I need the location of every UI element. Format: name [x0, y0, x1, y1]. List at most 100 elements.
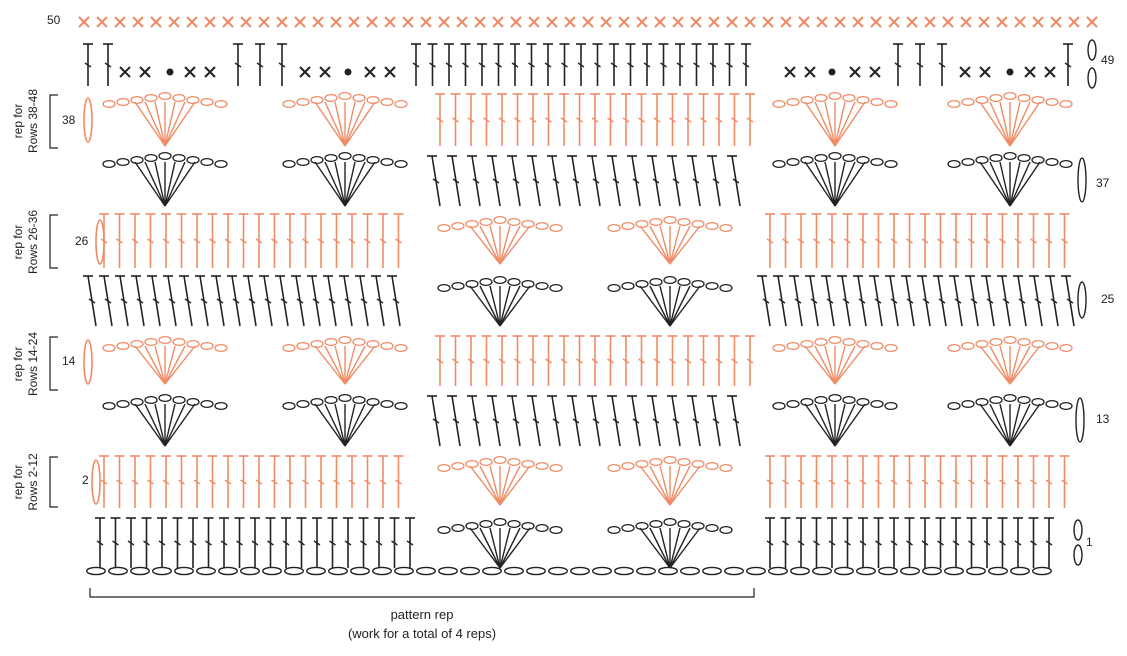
double-crochet-bar [560, 117, 568, 123]
row-number-49: 49 [1101, 53, 1115, 67]
single-crochet [564, 16, 576, 28]
double-crochet-bar [529, 358, 537, 364]
chain-stitch [380, 341, 394, 351]
double-crochet-bar [766, 238, 774, 244]
double-crochet-bar [552, 178, 560, 184]
chain-stitch [870, 97, 884, 107]
single-crochet [726, 16, 738, 28]
double-crochet-bar [921, 540, 929, 546]
shell-fan [164, 101, 186, 147]
double-crochet-bar [828, 238, 836, 244]
chain-stitch [130, 566, 150, 576]
double-crochet-bar [178, 479, 185, 485]
double-crochet-bar [251, 540, 259, 546]
double-crochet-bar [999, 540, 1006, 546]
chain-stitch [158, 151, 172, 161]
shell-fan [344, 101, 366, 147]
chain-stitch [144, 153, 158, 163]
single-crochet [96, 16, 108, 28]
shell-fan [804, 161, 836, 207]
shell-fan [164, 345, 196, 385]
chain-stitch [451, 461, 465, 471]
chain-stitch [649, 519, 663, 529]
double-crochet-bar [511, 62, 519, 68]
chain-stitch [663, 517, 677, 527]
shell-fan [669, 465, 701, 506]
slip-stitch [1006, 68, 1014, 76]
double-crochet-bar [271, 238, 278, 244]
shell-fan [804, 101, 836, 147]
shell-fan [1009, 403, 1041, 447]
chain-stitch [460, 566, 480, 576]
chain-stitch [691, 279, 705, 289]
double-crochet-bar [874, 298, 882, 304]
chain-stitch [200, 399, 214, 409]
double-crochet-bar [1061, 238, 1068, 244]
double-crochet-bar [1014, 238, 1022, 244]
single-crochet [402, 16, 414, 28]
chain-stitch [828, 393, 842, 403]
double-crochet-bar [120, 298, 128, 304]
double-crochet-bar [591, 358, 599, 364]
shell-fan [834, 101, 846, 147]
chain-stitch [1003, 393, 1017, 403]
chain-stitch [621, 221, 635, 231]
double-crochet-bar [731, 358, 738, 364]
double-crochet-bar [267, 540, 274, 546]
double-crochet-bar [952, 238, 960, 244]
single-crochet [708, 16, 720, 28]
shell-fan [164, 161, 196, 207]
double-crochet-bar [669, 117, 676, 123]
double-crochet-bar [271, 479, 278, 485]
single-crochet [804, 66, 816, 78]
chain-stitch [635, 219, 649, 229]
shell-fan [344, 161, 376, 207]
chain-stitch [636, 566, 656, 576]
double-crochet-bar [406, 540, 414, 546]
shell-fan [834, 345, 846, 385]
double-crochet-bar [264, 298, 272, 304]
row-number-25: 25 [1101, 292, 1115, 306]
double-crochet-bar [298, 540, 305, 546]
chain-stitch [282, 159, 296, 169]
double-crochet-bar [391, 540, 398, 546]
chain-stitch [812, 566, 832, 576]
double-crochet-bar [1061, 479, 1068, 485]
chain-stitch [338, 91, 352, 101]
shell-fan [979, 345, 1011, 385]
chain-stitch [102, 343, 116, 353]
chain-stitch [214, 343, 228, 353]
chain-stitch [621, 281, 635, 291]
shell-fan [669, 465, 691, 506]
chain-stitch [328, 566, 348, 576]
double-crochet-bar [436, 117, 444, 123]
shell-fan [314, 403, 346, 447]
double-crochet-bar [528, 62, 535, 68]
chain-stitch [116, 97, 130, 107]
chain-stitch [947, 99, 961, 109]
chain-stitch [944, 566, 964, 576]
double-crochet-bar [921, 479, 929, 485]
shell-fan [669, 225, 691, 265]
chain-stitch [1059, 99, 1073, 109]
double-crochet-bar [794, 298, 802, 304]
side-label-c1: rep for [11, 225, 25, 260]
chain-stitch [352, 337, 366, 347]
double-crochet-bar [240, 479, 247, 485]
shell-fan [144, 345, 166, 385]
double-crochet-bar [224, 238, 232, 244]
chain-stitch [649, 457, 663, 467]
single-crochet [979, 66, 991, 78]
chain-stitch [507, 519, 521, 529]
chain-stitch [262, 566, 282, 576]
single-crochet [276, 16, 288, 28]
double-crochet-bar [653, 358, 661, 364]
chain-stitch [702, 566, 722, 576]
single-crochet [1086, 16, 1098, 28]
single-crochet [474, 16, 486, 28]
shell-fan [834, 161, 866, 207]
chain-stitch [366, 397, 380, 407]
chain-stitch [310, 339, 324, 349]
chain-stitch [828, 335, 842, 345]
chain-stitch [870, 399, 884, 409]
